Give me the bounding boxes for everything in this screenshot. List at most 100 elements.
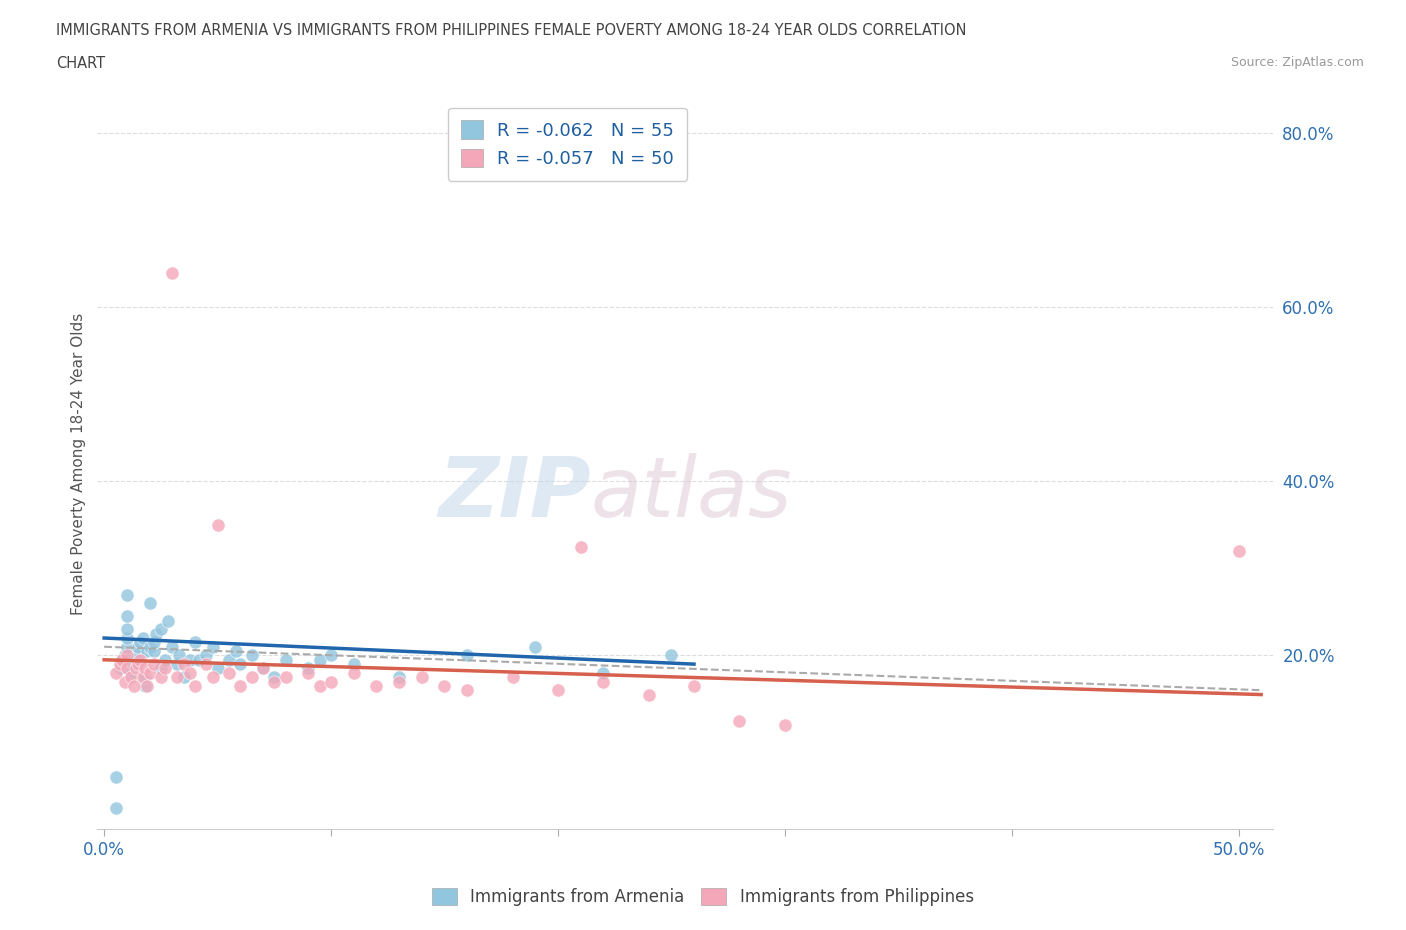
Point [188, 652, 211, 667]
Point [114, 648, 136, 663]
Point [263, 670, 285, 684]
Point [202, 670, 225, 684]
Point [202, 639, 225, 654]
Point [240, 670, 263, 684]
Point [108, 657, 131, 671]
Point [104, 800, 127, 815]
Point [114, 674, 136, 689]
Point [115, 622, 138, 637]
Legend: R = -0.062   N = 55, R = -0.057   N = 50: R = -0.062 N = 55, R = -0.057 N = 50 [449, 108, 686, 180]
Point [149, 661, 172, 676]
Text: atlas: atlas [591, 453, 793, 534]
Point [149, 670, 172, 684]
Point [115, 631, 138, 645]
Point [104, 770, 127, 785]
Point [592, 665, 614, 680]
Point [115, 648, 138, 663]
Point [502, 670, 524, 684]
Point [683, 678, 706, 693]
Point [179, 665, 201, 680]
Point [274, 652, 297, 667]
Point [319, 674, 342, 689]
Point [138, 639, 160, 654]
Point [179, 652, 201, 667]
Point [297, 661, 319, 676]
Point [728, 713, 751, 728]
Point [240, 648, 263, 663]
Point [167, 648, 190, 663]
Point [125, 652, 148, 667]
Point [225, 644, 247, 658]
Point [166, 657, 188, 671]
Point [274, 670, 297, 684]
Point [122, 678, 145, 693]
Point [125, 661, 148, 676]
Point [343, 657, 366, 671]
Point [184, 635, 207, 650]
Point [120, 670, 142, 684]
Point [319, 648, 342, 663]
Point [136, 644, 159, 658]
Point [456, 648, 478, 663]
Point [388, 674, 411, 689]
Point [569, 539, 592, 554]
Point [115, 587, 138, 602]
Point [252, 661, 274, 676]
Point [143, 657, 166, 671]
Point [184, 678, 207, 693]
Point [127, 657, 149, 671]
Text: Source: ZipAtlas.com: Source: ZipAtlas.com [1230, 56, 1364, 69]
Point [343, 665, 366, 680]
Point [160, 639, 183, 654]
Point [134, 678, 156, 693]
Point [433, 678, 456, 693]
Point [637, 687, 659, 702]
Point [132, 631, 155, 645]
Point [160, 265, 183, 280]
Point [659, 648, 682, 663]
Point [166, 670, 188, 684]
Point [308, 652, 330, 667]
Point [115, 661, 138, 676]
Point [122, 657, 145, 671]
Point [143, 644, 166, 658]
Point [173, 657, 195, 671]
Legend: Immigrants from Armenia, Immigrants from Philippines: Immigrants from Armenia, Immigrants from… [426, 881, 980, 912]
Text: ZIP: ZIP [439, 453, 591, 534]
Point [120, 665, 142, 680]
Point [173, 670, 195, 684]
Point [145, 626, 167, 641]
Point [207, 517, 229, 532]
Point [115, 639, 138, 654]
Point [155, 661, 177, 676]
Point [773, 718, 796, 733]
Point [218, 652, 240, 667]
Point [143, 635, 166, 650]
Point [308, 678, 330, 693]
Y-axis label: Female Poverty Among 18-24 Year Olds: Female Poverty Among 18-24 Year Olds [72, 312, 86, 615]
Point [134, 670, 156, 684]
Point [252, 661, 274, 676]
Point [138, 665, 160, 680]
Point [111, 652, 134, 667]
Point [524, 639, 547, 654]
Point [111, 652, 134, 667]
Text: CHART: CHART [56, 56, 105, 71]
Point [207, 661, 229, 676]
Point [156, 613, 179, 628]
Point [456, 683, 478, 698]
Point [136, 678, 159, 693]
Point [218, 665, 240, 680]
Point [195, 648, 218, 663]
Point [297, 665, 319, 680]
Point [129, 652, 152, 667]
Point [127, 639, 149, 654]
Point [115, 609, 138, 624]
Point [229, 657, 252, 671]
Text: IMMIGRANTS FROM ARMENIA VS IMMIGRANTS FROM PHILIPPINES FEMALE POVERTY AMONG 18-2: IMMIGRANTS FROM ARMENIA VS IMMIGRANTS FR… [56, 23, 967, 38]
Point [263, 674, 285, 689]
Point [104, 665, 127, 680]
Point [1227, 544, 1250, 559]
Point [127, 648, 149, 663]
Point [229, 678, 252, 693]
